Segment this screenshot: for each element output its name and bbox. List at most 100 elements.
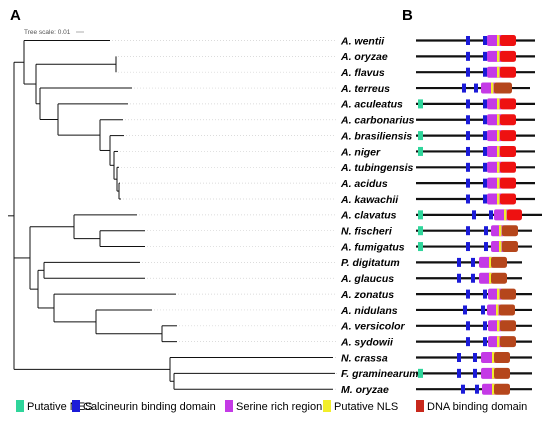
dna-binding-domain xyxy=(500,288,516,300)
nes-domain xyxy=(418,146,423,156)
dna-binding-domain xyxy=(500,320,516,332)
nls-domain xyxy=(499,225,502,237)
calcineurin-binding-domain xyxy=(466,226,470,236)
panel-b-label: B xyxy=(402,7,413,24)
domain-architecture-row xyxy=(416,161,535,173)
calcineurin-binding-domain xyxy=(466,115,470,125)
species-label: A. wentii xyxy=(340,35,385,47)
domain-architecture-row xyxy=(416,177,535,189)
calcineurin-binding-domain xyxy=(483,99,487,109)
calcineurin-binding-domain xyxy=(483,194,487,204)
species-label: A. aculeatus xyxy=(340,99,403,111)
domain-architectures xyxy=(416,35,542,395)
calcineurin-binding-domain xyxy=(461,384,465,394)
legend-item: Serine rich region xyxy=(225,400,322,413)
domain-architecture-row xyxy=(416,130,535,142)
calcineurin-binding-domain xyxy=(466,289,470,299)
species-label: N. crassa xyxy=(341,352,388,364)
species-label: P. digitatum xyxy=(341,257,400,269)
nls-domain xyxy=(497,288,500,300)
domain-architecture-row xyxy=(416,50,535,62)
calcineurin-binding-domain xyxy=(457,353,461,362)
calcineurin-binding-domain xyxy=(466,337,470,347)
dna-binding-domain xyxy=(500,130,516,142)
domain-architecture-row xyxy=(416,241,532,253)
calcineurin-binding-domain xyxy=(466,162,470,172)
domain-architecture-row xyxy=(416,336,532,348)
calcineurin-binding-domain xyxy=(483,146,487,156)
dna-binding-domain xyxy=(500,145,516,157)
nls-domain xyxy=(496,304,499,316)
species-label: A. glaucus xyxy=(340,273,394,285)
calcineurin-binding-domain xyxy=(463,305,467,315)
species-label: A. fumigatus xyxy=(340,241,405,253)
legend-label: Putative NLS xyxy=(334,401,398,413)
species-label: N. fischeri xyxy=(341,226,393,238)
domain-architecture-row xyxy=(416,114,535,126)
calcineurin-binding-domain xyxy=(466,36,470,45)
nls-domain xyxy=(489,256,492,268)
nes-domain xyxy=(418,131,423,141)
species-label: A. terreus xyxy=(340,83,390,95)
nes-domain xyxy=(418,210,423,220)
calcineurin-binding-domain xyxy=(466,242,470,252)
legend-item: Putative NLS xyxy=(323,400,398,413)
domain-architecture-row xyxy=(416,35,535,46)
dna-binding-domain xyxy=(502,225,518,237)
calcineurin-binding-domain xyxy=(483,67,487,77)
dna-binding-domain xyxy=(500,98,516,110)
calcineurin-binding-domain xyxy=(466,321,470,331)
nls-domain xyxy=(497,161,500,173)
domain-architecture-row xyxy=(416,209,542,221)
species-label: A. carbonarius xyxy=(340,115,415,127)
dna-binding-domain xyxy=(500,114,516,126)
dna-binding-domain xyxy=(494,367,510,379)
dna-binding-domain xyxy=(500,66,516,78)
species-label: A. versicolor xyxy=(340,321,406,333)
nls-domain xyxy=(499,241,502,253)
calcineurin-binding-domain xyxy=(466,178,470,188)
calcineurin-binding-domain xyxy=(466,51,470,61)
calcineurin-binding-domain xyxy=(484,242,488,252)
nes-domain xyxy=(418,226,423,236)
calcineurin-binding-domain xyxy=(457,368,461,378)
nls-domain xyxy=(497,98,500,110)
domain-architecture-row xyxy=(416,98,535,110)
calcineurin-binding-domain xyxy=(457,273,461,283)
legend-swatch xyxy=(416,400,424,412)
nls-domain xyxy=(497,50,500,62)
nls-domain xyxy=(497,193,500,205)
calcineurin-binding-domain xyxy=(472,210,476,220)
species-label: A. zonatus xyxy=(340,289,394,301)
nls-domain xyxy=(497,320,500,332)
calcineurin-binding-domain xyxy=(484,226,488,236)
nls-domain xyxy=(489,272,492,284)
dna-binding-domain xyxy=(500,177,516,189)
nls-domain xyxy=(492,367,495,379)
nls-domain xyxy=(497,130,500,142)
dna-binding-domain xyxy=(500,336,516,348)
domain-architecture-row xyxy=(416,272,522,284)
calcineurin-binding-domain xyxy=(462,83,466,93)
nls-domain xyxy=(504,209,507,221)
calcineurin-binding-domain xyxy=(483,178,487,188)
legend-item: Calcineurin binding domain xyxy=(72,400,216,413)
nls-domain xyxy=(497,336,500,348)
calcineurin-binding-domain xyxy=(475,384,479,394)
nes-domain xyxy=(418,99,423,109)
domain-architecture-row xyxy=(416,352,532,363)
nls-domain xyxy=(497,35,500,46)
dna-binding-domain xyxy=(500,35,516,46)
calcineurin-binding-domain xyxy=(457,257,461,267)
species-label: A. tubingensis xyxy=(340,162,413,174)
species-label: A. sydowii xyxy=(340,336,394,348)
legend-item: DNA binding domain xyxy=(416,400,527,413)
dna-binding-domain xyxy=(507,209,522,221)
species-label: A. niger xyxy=(340,146,381,158)
dna-binding-domain xyxy=(494,352,510,363)
calcineurin-binding-domain xyxy=(483,36,487,45)
legend-label: Calcineurin binding domain xyxy=(83,401,216,413)
calcineurin-binding-domain xyxy=(474,83,478,93)
legend-swatch xyxy=(225,400,233,412)
